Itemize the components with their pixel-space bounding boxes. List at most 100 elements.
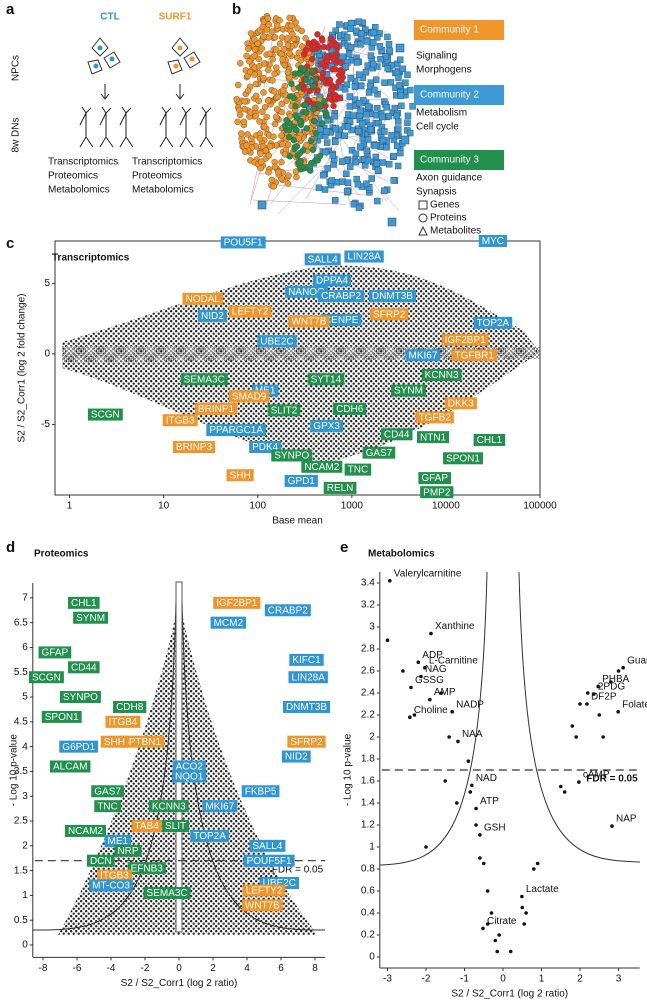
panel-label: d bbox=[6, 539, 15, 556]
network-node bbox=[354, 128, 362, 135]
network-node bbox=[373, 160, 381, 167]
point bbox=[424, 845, 428, 849]
point-label: CD44 bbox=[384, 429, 410, 440]
point-label: IGF2BP1 bbox=[445, 335, 487, 346]
network-node bbox=[328, 41, 335, 49]
point-label: NAA bbox=[462, 729, 483, 740]
network-node bbox=[348, 126, 355, 134]
point bbox=[456, 739, 460, 744]
y-tick-label: 3.2 bbox=[361, 600, 375, 611]
point-label: GSH bbox=[484, 823, 506, 834]
point-label: SEMA3C bbox=[147, 888, 188, 899]
network-node bbox=[336, 95, 343, 102]
x-tick-label: 2 bbox=[577, 974, 583, 985]
network-node bbox=[273, 64, 280, 71]
point-label: DCN bbox=[90, 856, 112, 867]
point-label: DF2P bbox=[591, 692, 617, 703]
network bbox=[233, 12, 416, 227]
point-label: Citrate bbox=[487, 916, 517, 927]
network-node bbox=[321, 98, 328, 105]
label-box bbox=[172, 770, 207, 783]
point-label: DPPA4 bbox=[316, 276, 348, 287]
network-node bbox=[407, 86, 414, 94]
point-label: KCNN3 bbox=[425, 370, 459, 381]
community-term: Synapsis bbox=[416, 187, 457, 198]
point-label: TNC bbox=[348, 465, 369, 476]
network-node bbox=[326, 76, 334, 84]
network-node bbox=[298, 27, 305, 35]
network-node bbox=[373, 34, 381, 41]
network-node bbox=[308, 55, 316, 63]
network-node bbox=[364, 103, 372, 110]
network-node bbox=[292, 126, 300, 133]
x-tick-label: -2 bbox=[141, 963, 150, 974]
label-box bbox=[405, 349, 441, 362]
network-node bbox=[404, 112, 412, 120]
network-node bbox=[296, 159, 303, 166]
y-tick-label: 1.4 bbox=[361, 798, 375, 809]
network-node bbox=[326, 95, 333, 102]
y-tick-label: 1.6 bbox=[361, 776, 375, 787]
network-node bbox=[265, 169, 272, 176]
point bbox=[468, 790, 473, 794]
y-axis-label: S2 / S2_Corr1 (log 2 fold change) bbox=[17, 294, 28, 443]
x-tick-label: -6 bbox=[73, 963, 82, 974]
y-tick-label: 6 bbox=[22, 642, 28, 653]
network-node bbox=[260, 74, 267, 82]
x-tick-label: 2 bbox=[210, 963, 216, 974]
network-node bbox=[284, 180, 292, 187]
network-node bbox=[285, 133, 293, 141]
network-node bbox=[324, 165, 331, 172]
network-node bbox=[311, 118, 318, 125]
x-tick-label: 100 bbox=[249, 501, 266, 512]
point bbox=[412, 713, 417, 717]
point bbox=[423, 665, 427, 670]
network-node bbox=[384, 33, 391, 41]
network-node bbox=[272, 113, 280, 120]
community-term: Morphogens bbox=[416, 65, 472, 76]
network-node bbox=[303, 76, 310, 84]
network-node bbox=[374, 167, 382, 174]
point bbox=[522, 922, 526, 926]
point bbox=[562, 790, 567, 794]
point-label: MCM2 bbox=[214, 618, 244, 629]
network-node bbox=[292, 102, 299, 110]
label-box bbox=[362, 446, 396, 459]
label-box bbox=[301, 460, 343, 473]
network-node bbox=[363, 147, 371, 155]
point-label: NAD bbox=[476, 773, 497, 784]
y-tick-label: -5 bbox=[41, 419, 50, 430]
network-node bbox=[281, 122, 289, 130]
network-node bbox=[328, 86, 335, 94]
label-box bbox=[288, 671, 328, 684]
point-label: RELN bbox=[327, 483, 354, 494]
network-node bbox=[376, 43, 384, 50]
point-label: SALL4 bbox=[252, 841, 282, 852]
label-box bbox=[49, 760, 91, 773]
network-node bbox=[280, 46, 288, 53]
point bbox=[478, 833, 482, 837]
network-node bbox=[303, 125, 310, 132]
community-term: Metabolism bbox=[416, 108, 467, 119]
network-node bbox=[270, 183, 277, 190]
label-box bbox=[59, 740, 99, 753]
y-tick-label: 2.2 bbox=[361, 710, 375, 721]
network-node bbox=[344, 34, 351, 41]
point-label: TGFBR1 bbox=[455, 350, 495, 361]
label-box bbox=[114, 844, 142, 857]
network-node bbox=[333, 42, 341, 49]
network-node bbox=[406, 129, 414, 137]
network-node bbox=[284, 35, 291, 42]
label-box bbox=[172, 441, 216, 454]
stage-label: 8w DNs bbox=[11, 117, 22, 152]
label-box bbox=[281, 750, 311, 763]
label-box bbox=[113, 700, 147, 713]
y-tick-label: 2.4 bbox=[361, 688, 375, 699]
label-box bbox=[318, 290, 365, 303]
network-node bbox=[256, 118, 263, 125]
point-label: SHH bbox=[104, 737, 125, 748]
network-node bbox=[337, 59, 344, 66]
point bbox=[478, 856, 482, 860]
network-node bbox=[265, 21, 273, 28]
label-box bbox=[241, 785, 280, 798]
